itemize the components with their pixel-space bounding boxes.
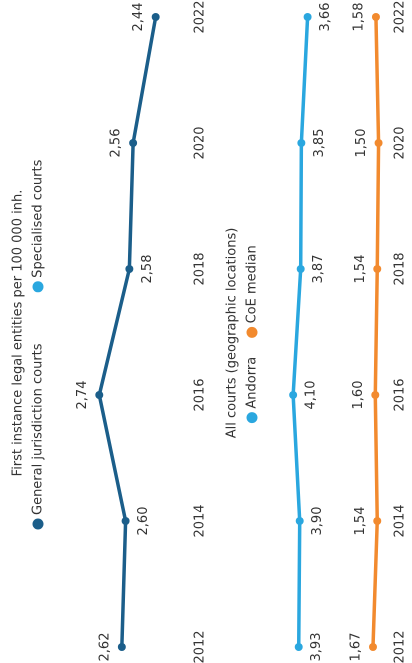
data-point bbox=[289, 391, 298, 399]
legend-label: General jurisdiction courts bbox=[31, 343, 46, 515]
data-label: 2,56 bbox=[109, 129, 124, 158]
x-tick-label: 2022 bbox=[193, 0, 208, 33]
x-tick-label: 2018 bbox=[393, 252, 408, 285]
data-label: 1,58 bbox=[351, 3, 366, 32]
data-label: 4,10 bbox=[304, 381, 319, 410]
data-label: 3,90 bbox=[310, 507, 325, 536]
data-point bbox=[95, 391, 104, 399]
data-label: 1,50 bbox=[354, 129, 369, 158]
x-tick-label: 2016 bbox=[393, 378, 408, 411]
x-tick-label: 2014 bbox=[193, 504, 208, 537]
data-point bbox=[151, 13, 160, 21]
data-label: 2,62 bbox=[97, 633, 112, 662]
data-point bbox=[295, 517, 304, 525]
data-label: 1,54 bbox=[353, 255, 368, 284]
data-point bbox=[373, 265, 382, 273]
x-tick-label: 2020 bbox=[193, 126, 208, 159]
data-point bbox=[374, 139, 383, 147]
chart-title: All courts (geographic locations) bbox=[225, 228, 240, 439]
x-tick-label: 2020 bbox=[393, 126, 408, 159]
data-point bbox=[373, 517, 382, 525]
data-label: 2,60 bbox=[136, 507, 151, 536]
chart-title: First instance legal entities per 100 00… bbox=[11, 190, 26, 477]
data-point bbox=[371, 391, 380, 399]
data-label: 2,74 bbox=[75, 381, 90, 410]
legend-swatch bbox=[32, 518, 44, 530]
legend-swatch bbox=[32, 281, 44, 293]
data-label: 3,87 bbox=[311, 255, 326, 284]
legend-swatch bbox=[246, 326, 258, 338]
data-point bbox=[125, 265, 134, 273]
data-point bbox=[117, 643, 126, 651]
data-point bbox=[371, 13, 380, 21]
legend-label: Andorra bbox=[245, 357, 260, 409]
data-label: 2,58 bbox=[140, 255, 155, 284]
series-line bbox=[97, 16, 158, 648]
data-point bbox=[296, 265, 305, 273]
data-point bbox=[368, 643, 377, 651]
data-point bbox=[297, 139, 306, 147]
data-point bbox=[303, 13, 312, 21]
data-point bbox=[129, 139, 138, 147]
data-label: 3,66 bbox=[318, 3, 333, 32]
series-line bbox=[291, 16, 310, 648]
legend-label: CoE median bbox=[245, 245, 260, 323]
x-tick-label: 2018 bbox=[193, 252, 208, 285]
data-label: 1,67 bbox=[348, 633, 363, 662]
data-label: 2,44 bbox=[131, 3, 146, 32]
data-point bbox=[294, 643, 303, 651]
data-label: 1,54 bbox=[353, 507, 368, 536]
data-point bbox=[121, 517, 130, 525]
x-tick-label: 2012 bbox=[193, 630, 208, 663]
legend-swatch bbox=[246, 412, 258, 424]
x-tick-label: 2022 bbox=[393, 0, 408, 33]
data-label: 3,93 bbox=[309, 633, 324, 662]
data-label: 1,60 bbox=[351, 381, 366, 410]
rotated-chart: First instance legal entities per 100 00… bbox=[11, 0, 408, 663]
x-tick-label: 2016 bbox=[193, 378, 208, 411]
x-tick-label: 2014 bbox=[393, 504, 408, 537]
legend-label: Specialised courts bbox=[31, 159, 46, 277]
series-line bbox=[371, 16, 381, 648]
data-label: 3,85 bbox=[312, 129, 327, 158]
x-tick-label: 2012 bbox=[393, 630, 408, 663]
